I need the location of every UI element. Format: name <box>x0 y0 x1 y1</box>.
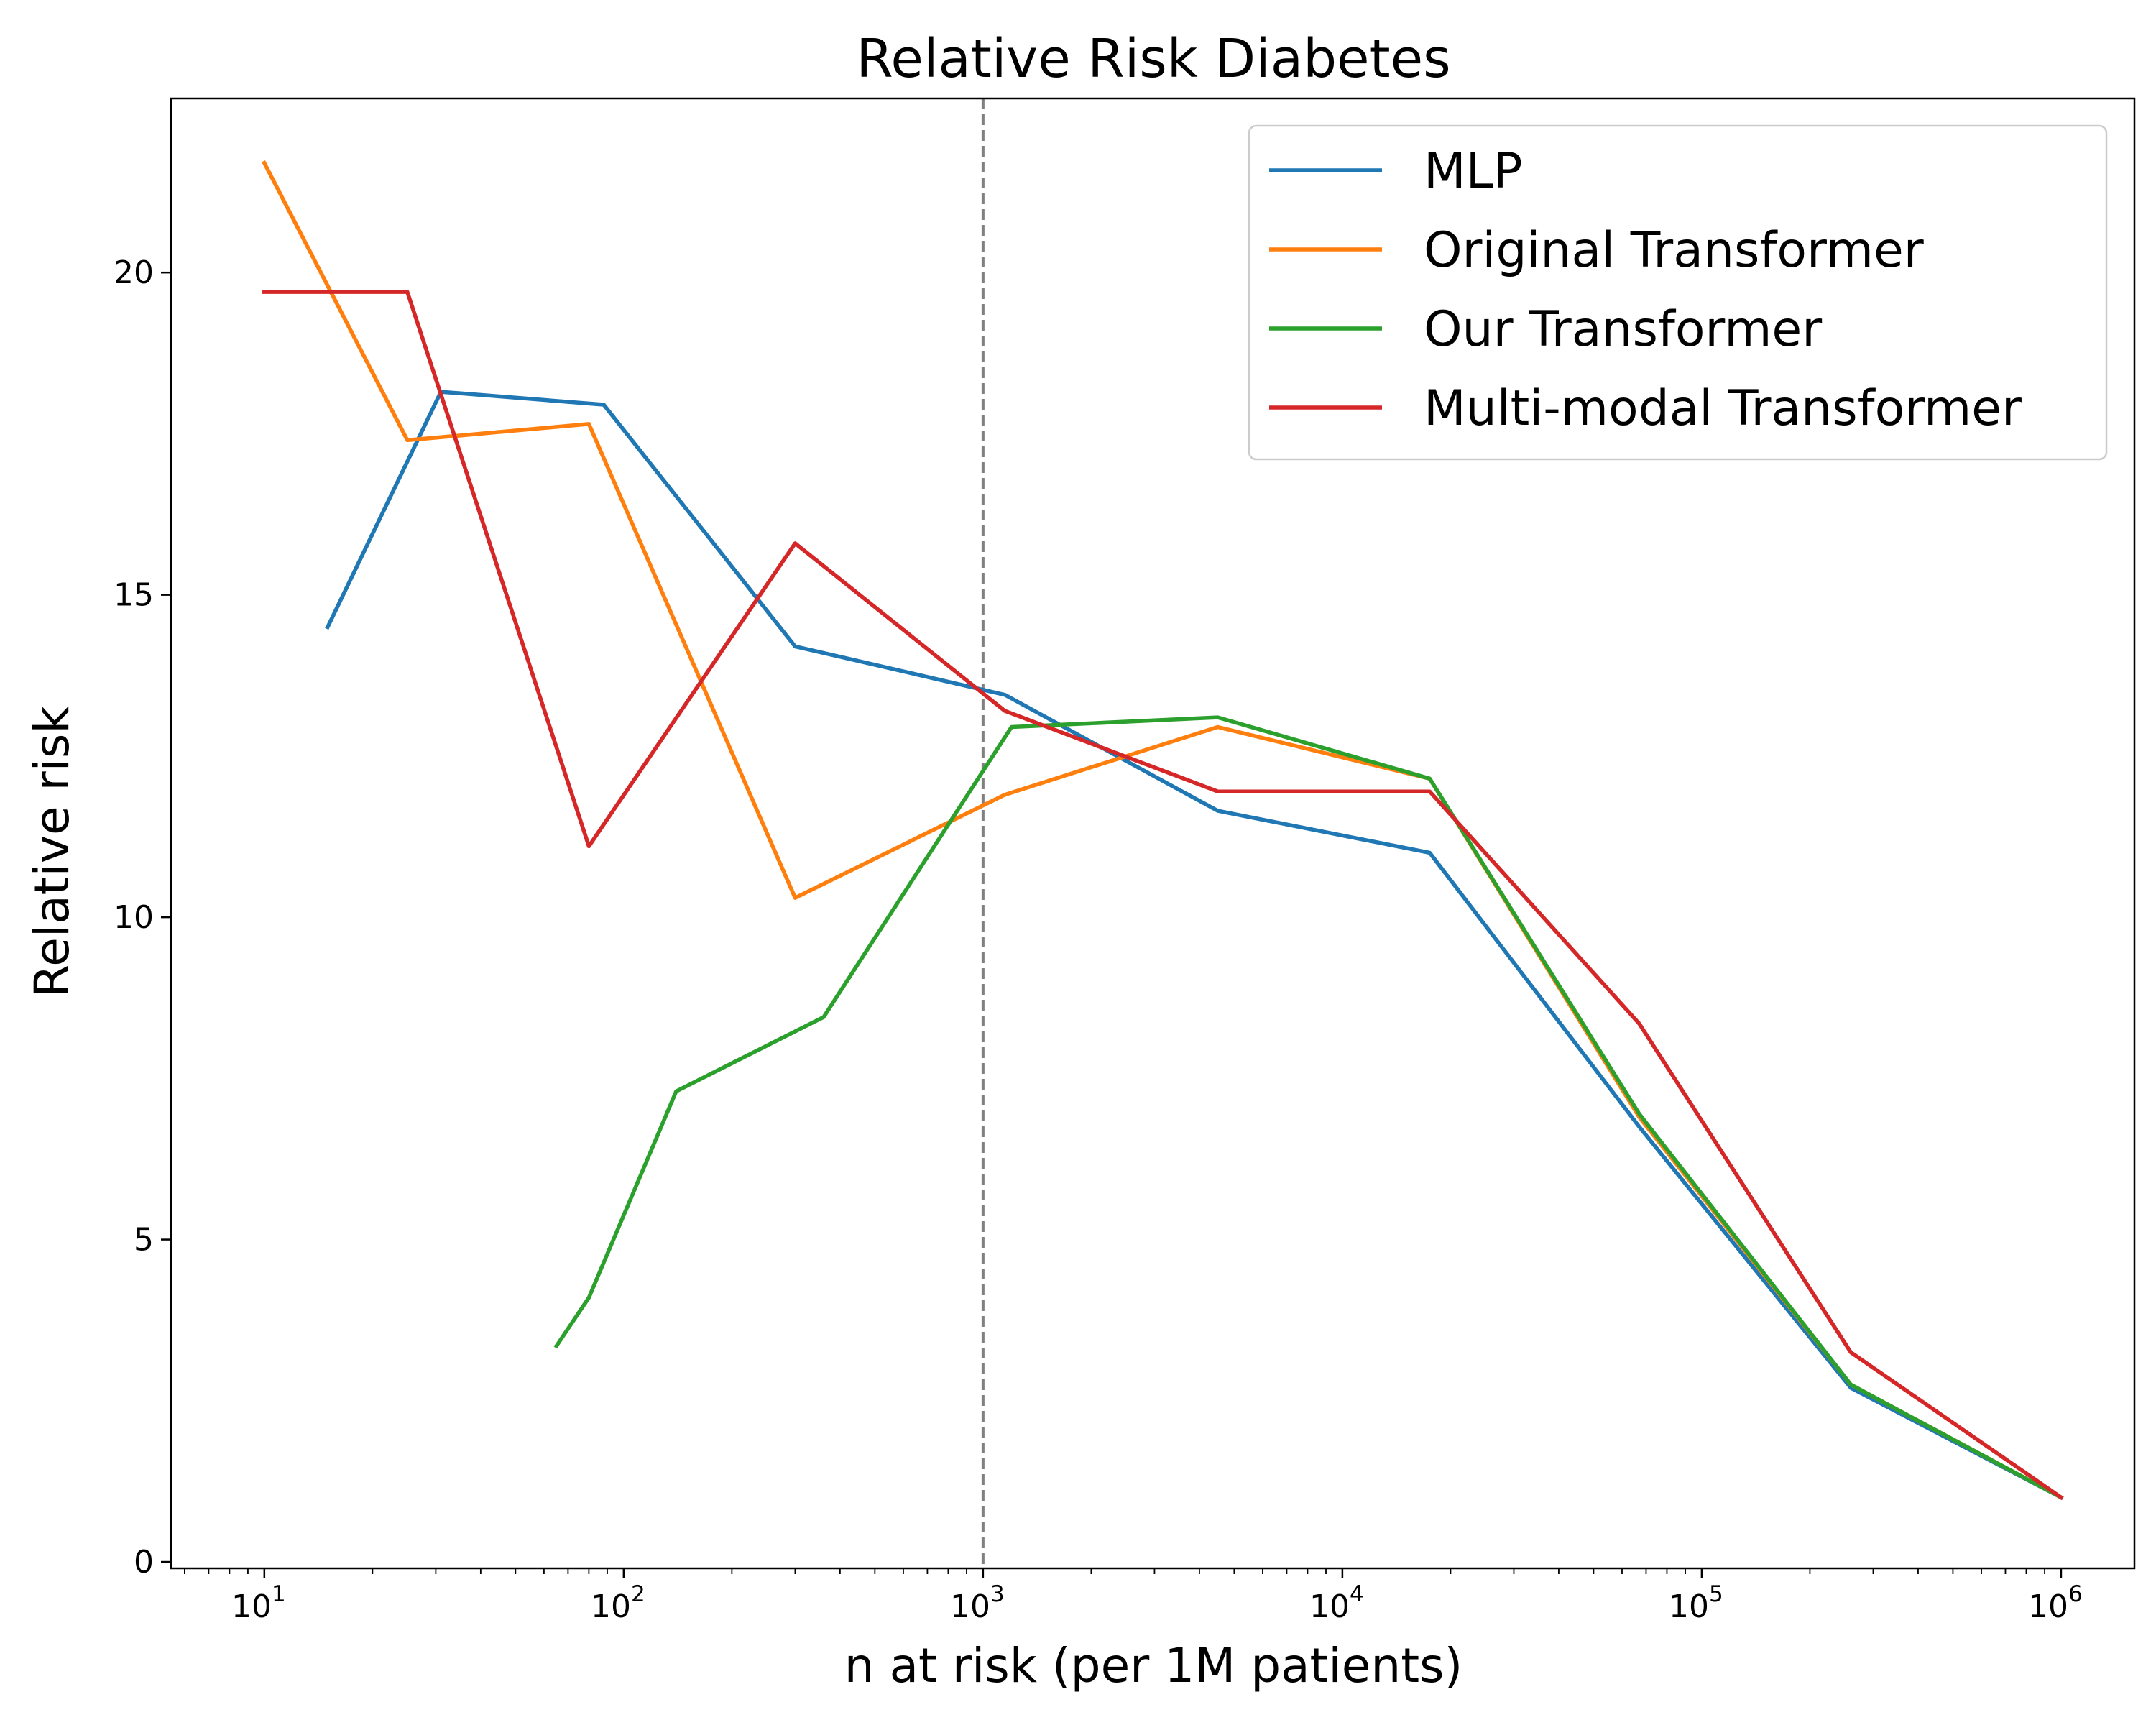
legend-label: MLP <box>1424 143 1523 200</box>
legend-label: Our Transformer <box>1424 301 1822 358</box>
y-tick-label: 5 <box>134 1222 154 1259</box>
series-line-0 <box>325 390 2064 1501</box>
legend-label: Multi-modal Transformer <box>1424 380 2022 437</box>
axes-frame <box>170 97 2136 1570</box>
y-tick-label: 0 <box>134 1544 154 1581</box>
chart-title: Relative Risk Diabetes <box>856 28 1450 90</box>
x-tick-label: 104 <box>1309 1581 1364 1625</box>
legend-box <box>1248 124 2108 461</box>
y-axis-label: Relative risk <box>24 706 80 998</box>
y-tick-label: 20 <box>114 254 154 291</box>
x-axis-label: n at risk (per 1M patients) <box>844 1638 1462 1693</box>
y-tick-label: 15 <box>114 577 154 614</box>
x-tick-label: 105 <box>1669 1581 1723 1625</box>
x-tick-label: 101 <box>231 1581 286 1625</box>
y-tick-label: 10 <box>114 899 154 936</box>
legend-label: Original Transformer <box>1424 222 1924 279</box>
x-tick-label: 103 <box>950 1581 1005 1625</box>
plot-area: 0 5 10 15 20 101 102 103 104 105 106 <box>114 97 2136 1625</box>
series-line-3 <box>262 290 2064 1501</box>
legend: MLP Original Transformer Our Transformer Mu… <box>1248 124 2108 461</box>
x-tick-label: 102 <box>591 1581 645 1625</box>
series-line-2 <box>553 715 2064 1501</box>
x-tick-label: 106 <box>2028 1581 2083 1625</box>
